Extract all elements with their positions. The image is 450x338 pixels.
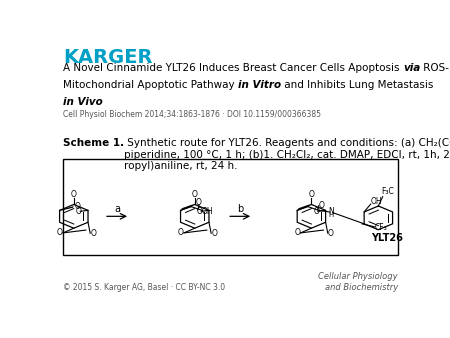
Text: in Vivo: in Vivo bbox=[63, 97, 103, 106]
Text: O: O bbox=[197, 208, 202, 216]
Text: O: O bbox=[313, 208, 319, 216]
Text: in Vitro: in Vitro bbox=[238, 79, 281, 90]
Text: O: O bbox=[211, 229, 217, 238]
Text: A Novel Cinnamide YLT26 Induces Breast Cancer Cells Apoptosis: A Novel Cinnamide YLT26 Induces Breast C… bbox=[63, 63, 403, 73]
Text: © 2015 S. Karger AG, Basel · CC BY-NC 3.0: © 2015 S. Karger AG, Basel · CC BY-NC 3.… bbox=[63, 283, 225, 292]
Text: O: O bbox=[308, 190, 315, 199]
Text: and Inhibits Lung Metastasis: and Inhibits Lung Metastasis bbox=[281, 79, 434, 90]
Text: H: H bbox=[328, 212, 333, 218]
Text: O: O bbox=[76, 208, 81, 216]
Text: CF₃: CF₃ bbox=[374, 223, 387, 232]
Bar bbox=[63, 159, 398, 255]
Text: O: O bbox=[295, 228, 301, 237]
Text: KARGER: KARGER bbox=[63, 48, 153, 67]
Text: O: O bbox=[71, 190, 77, 199]
Text: O: O bbox=[319, 201, 324, 210]
Text: Cellular Physiology
and Biochemistry: Cellular Physiology and Biochemistry bbox=[319, 272, 398, 292]
Text: a: a bbox=[114, 203, 120, 214]
Text: O: O bbox=[90, 229, 96, 238]
Text: OH: OH bbox=[202, 207, 213, 216]
Text: F₃C: F₃C bbox=[382, 188, 394, 196]
Text: O: O bbox=[57, 228, 63, 237]
Text: via: via bbox=[403, 63, 420, 73]
Text: OH: OH bbox=[370, 197, 382, 206]
Text: b: b bbox=[237, 203, 243, 214]
Text: O: O bbox=[192, 190, 198, 199]
Text: Scheme 1.: Scheme 1. bbox=[63, 138, 124, 148]
Text: O: O bbox=[178, 228, 184, 237]
Text: ROS-: ROS- bbox=[420, 63, 449, 73]
Text: Mitochondrial Apoptotic Pathway: Mitochondrial Apoptotic Pathway bbox=[63, 79, 238, 90]
Text: YLT26: YLT26 bbox=[371, 233, 403, 243]
Text: Synthetic route for YLT26. Reagents and conditions: (a) CH₂(COOH)₂, pyridine, ca: Synthetic route for YLT26. Reagents and … bbox=[124, 138, 450, 171]
Text: O: O bbox=[75, 202, 81, 211]
Text: Cell Physiol Biochem 2014;34:1863-1876 · DOI 10.1159/000366385: Cell Physiol Biochem 2014;34:1863-1876 ·… bbox=[63, 110, 321, 119]
Text: N: N bbox=[328, 207, 334, 216]
Text: O: O bbox=[328, 229, 334, 238]
Text: O: O bbox=[196, 198, 202, 207]
